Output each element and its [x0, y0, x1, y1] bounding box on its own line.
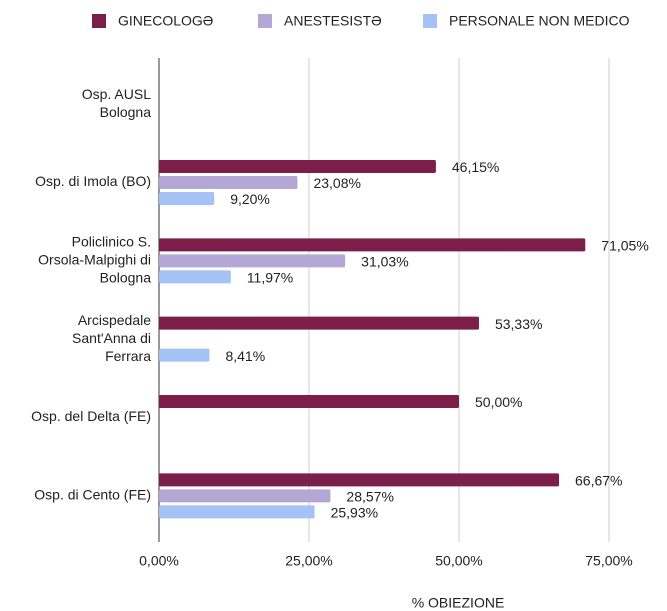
legend-swatch	[92, 14, 106, 28]
data-label: 71,05%	[601, 238, 648, 254]
data-label: 28,57%	[346, 489, 393, 505]
bar	[159, 254, 346, 268]
data-label: 11,97%	[247, 270, 293, 286]
data-label: 8,41%	[225, 348, 265, 364]
bar	[159, 176, 298, 189]
x-tick-label: 25,00%	[285, 553, 332, 569]
y-tick-label: Osp. del Delta (FE)	[31, 408, 151, 424]
bar	[159, 348, 210, 362]
data-label: 9,20%	[230, 191, 270, 207]
y-tick-label: Sant'Anna di	[72, 330, 151, 346]
y-tick-label: Osp. di Imola (BO)	[35, 173, 151, 189]
bar	[159, 238, 586, 252]
bar	[159, 489, 331, 503]
bar	[159, 505, 315, 519]
x-axis-label: % OBIEZIONE	[412, 595, 505, 611]
bar	[159, 395, 459, 408]
y-tick-label: Osp. AUSL	[82, 86, 151, 102]
legend-label: PERSONALE NON MEDICO	[449, 13, 630, 29]
data-label: 31,03%	[361, 254, 408, 270]
legend-label: ANESTESISTƏ	[284, 13, 382, 29]
y-tick-label: Orsola-Malpighi di	[38, 252, 151, 268]
x-tick-label: 0,00%	[139, 553, 179, 569]
bar	[159, 270, 231, 284]
y-tick-label: Bologna	[100, 104, 152, 120]
legend-label: GINECOLOGƏ	[118, 13, 213, 29]
y-tick-label: Bologna	[100, 270, 152, 286]
data-label: 53,33%	[495, 316, 542, 332]
data-label: 23,08%	[313, 175, 360, 191]
y-tick-label: Policlinico S.	[72, 234, 151, 250]
y-tick-label: Osp. di Cento (FE)	[34, 487, 151, 503]
bar	[159, 160, 436, 173]
bar	[159, 316, 479, 330]
data-label: 25,93%	[331, 505, 378, 521]
x-tick-label: 75,00%	[585, 553, 632, 569]
bar	[159, 473, 560, 487]
y-tick-label: Arcispedale	[78, 312, 151, 328]
bar	[159, 192, 215, 205]
legend-swatch	[423, 14, 437, 28]
y-tick-label: Ferrara	[105, 348, 151, 364]
data-label: 66,67%	[575, 473, 622, 489]
data-label: 46,15%	[452, 159, 499, 175]
x-tick-label: 50,00%	[435, 553, 482, 569]
legend-swatch	[258, 14, 272, 28]
data-label: 50,00%	[475, 394, 522, 410]
